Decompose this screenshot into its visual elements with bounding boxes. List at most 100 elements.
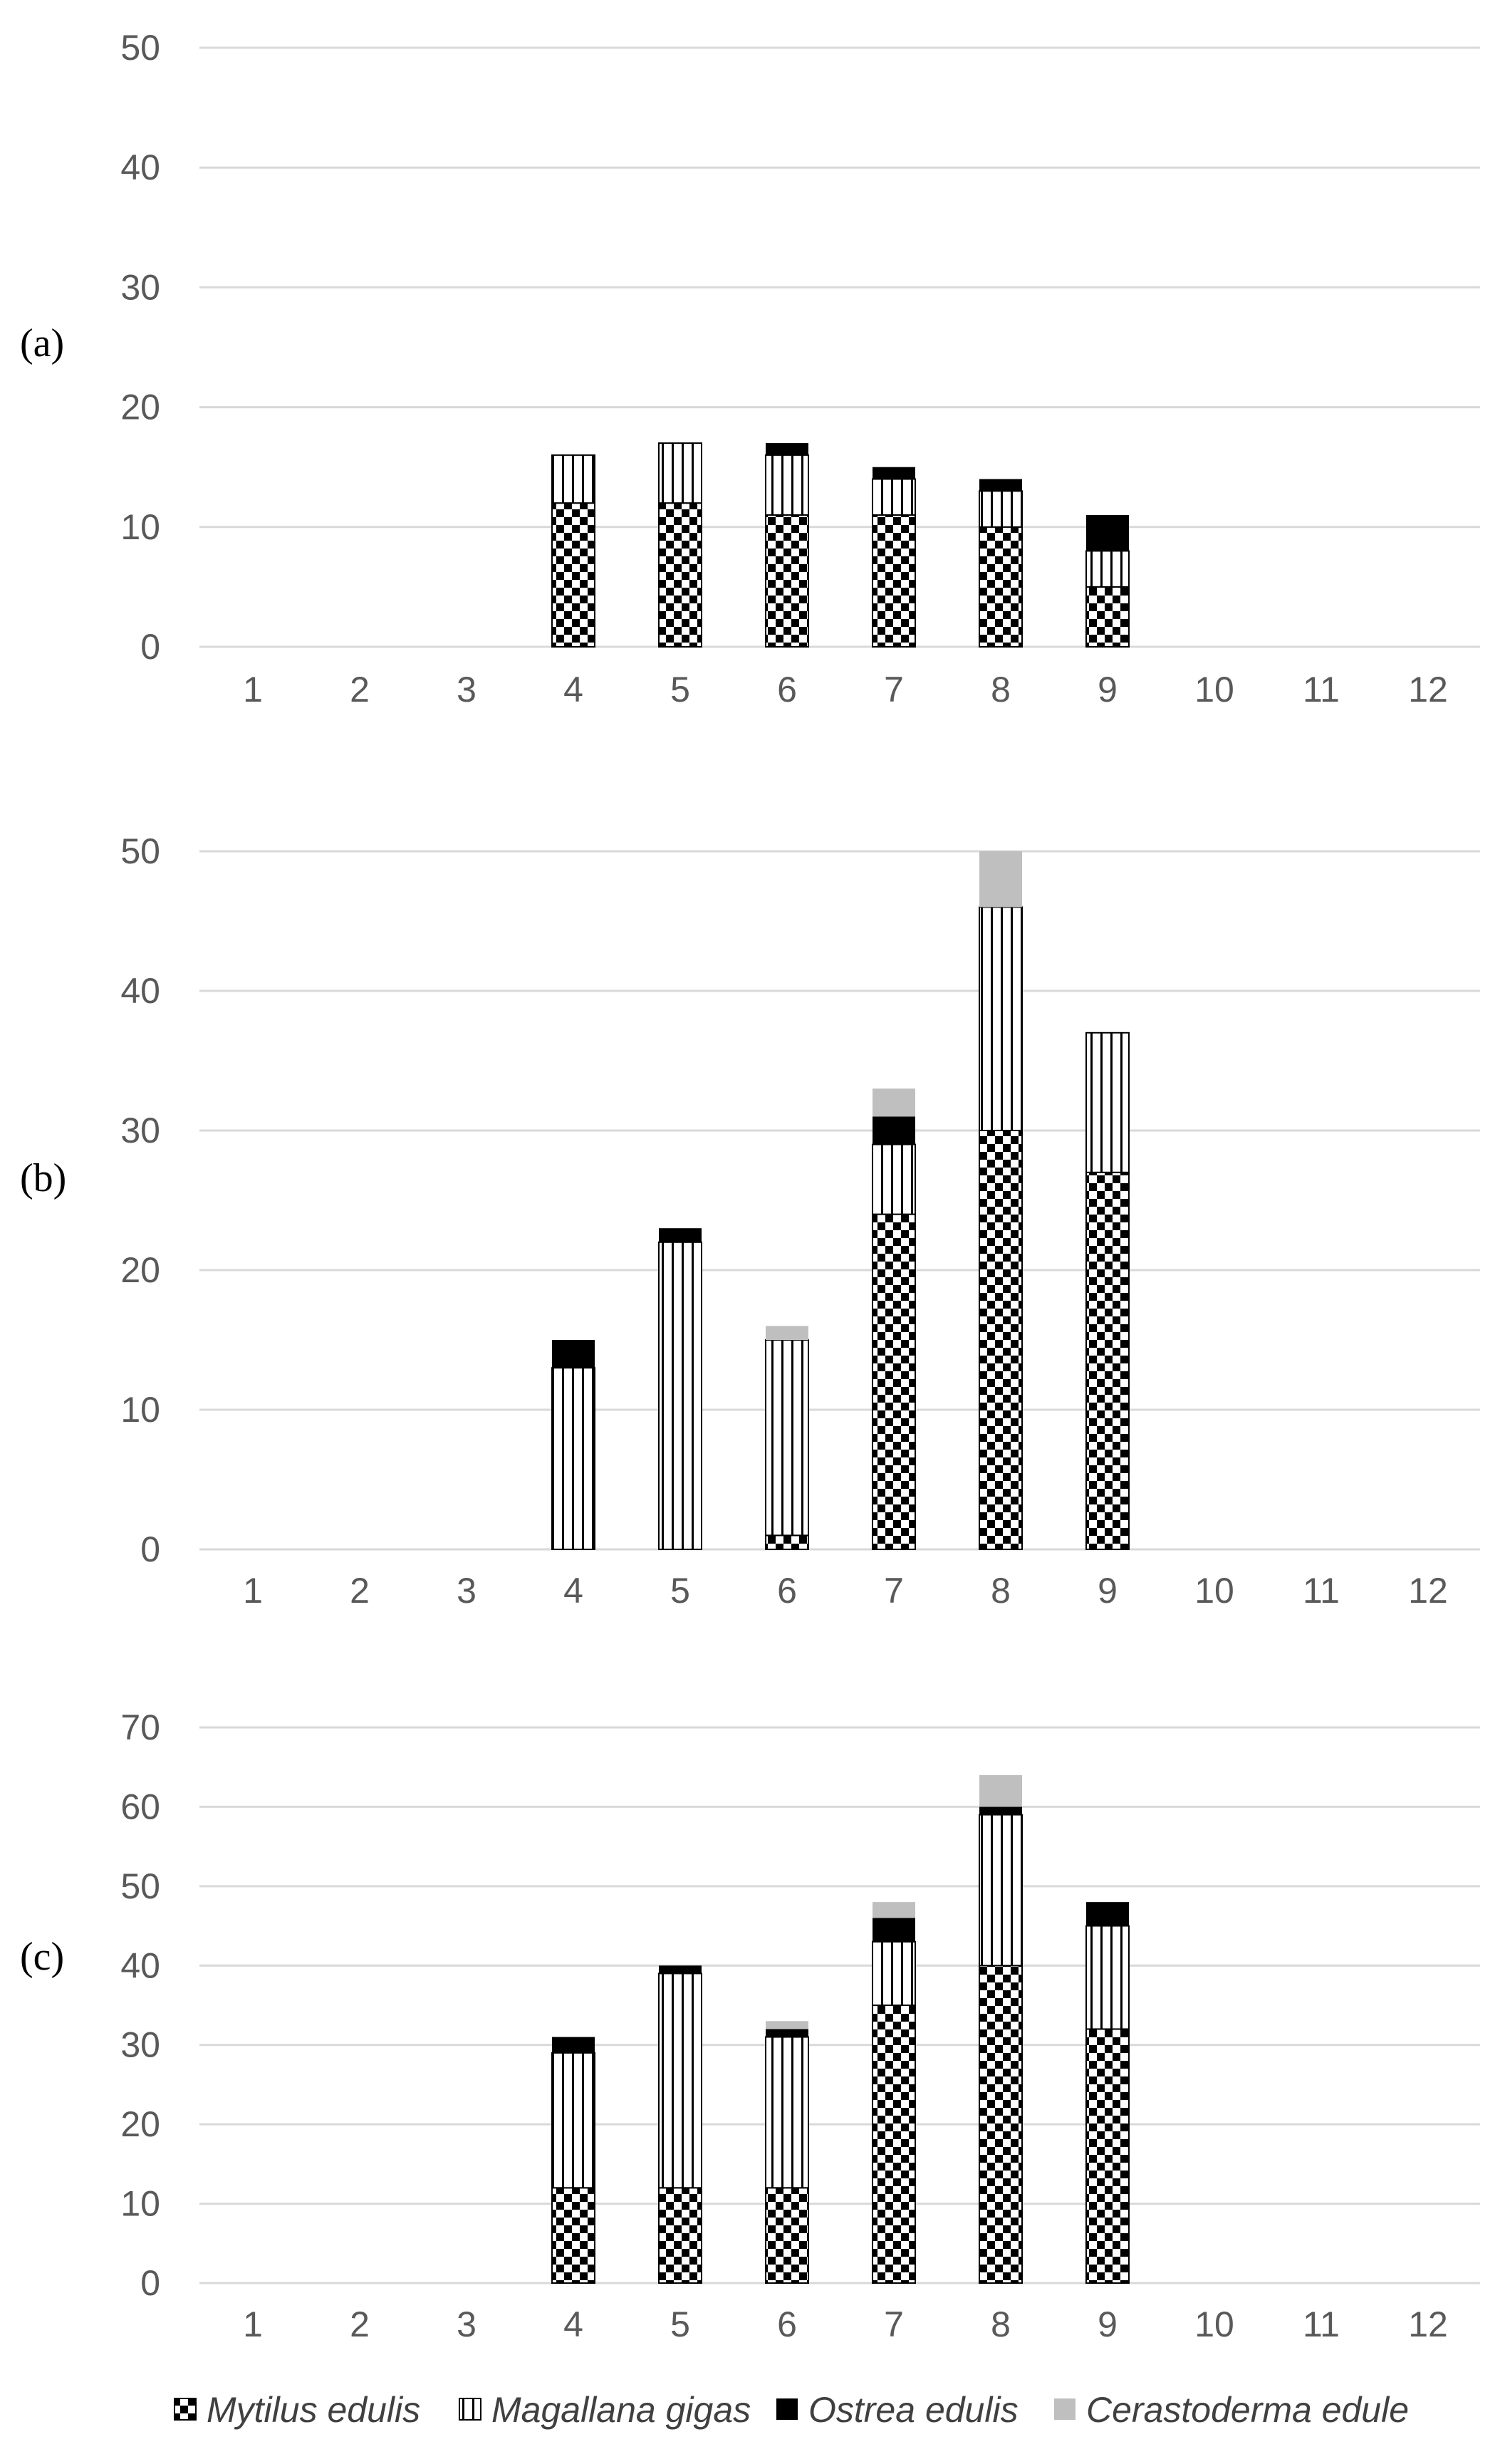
x-tick-label: 3 bbox=[457, 1571, 476, 1611]
bar-segment-mytilus-cat-6 bbox=[766, 2188, 808, 2283]
x-tick-label: 1 bbox=[243, 2304, 263, 2344]
x-tick-label: 5 bbox=[670, 2304, 690, 2344]
x-tick-label: 6 bbox=[777, 670, 797, 709]
bar-segment-ostrea-cat-4 bbox=[552, 2037, 595, 2053]
bar-segment-mytilus-cat-9 bbox=[1086, 1173, 1129, 1549]
bar-segment-magallana-cat-5 bbox=[659, 1973, 702, 2188]
bar-segment-ostrea-cat-4 bbox=[552, 1340, 595, 1368]
y-tick-label: 10 bbox=[120, 1390, 160, 1430]
x-tick-label: 4 bbox=[563, 1571, 583, 1611]
y-tick-label: 0 bbox=[140, 1529, 160, 1569]
x-tick-label: 7 bbox=[884, 1571, 904, 1611]
legend-label-ostrea: Ostrea edulis bbox=[808, 2390, 1019, 2430]
bar-segment-mytilus-cat-4 bbox=[552, 2188, 595, 2283]
x-tick-label: 9 bbox=[1098, 1571, 1118, 1611]
x-tick-label: 2 bbox=[350, 2304, 370, 2344]
x-tick-label: 5 bbox=[670, 670, 690, 709]
legend-label-mytilus: Mytilus edulis bbox=[207, 2390, 420, 2430]
bar-segment-mytilus-cat-7 bbox=[873, 1215, 915, 1549]
bar-segment-magallana-cat-6 bbox=[766, 1340, 808, 1535]
bar-segment-ostrea-cat-5 bbox=[659, 1965, 702, 1973]
y-tick-label: 60 bbox=[120, 1787, 160, 1826]
bar-segment-ostrea-cat-8 bbox=[979, 479, 1022, 492]
x-tick-label: 1 bbox=[243, 670, 263, 709]
x-tick-label: 12 bbox=[1408, 670, 1448, 709]
x-tick-label: 10 bbox=[1194, 1571, 1234, 1611]
x-tick-label: 7 bbox=[884, 670, 904, 709]
x-tick-label: 1 bbox=[243, 1571, 263, 1611]
bar-segment-cerastoderma-cat-8 bbox=[979, 1775, 1022, 1807]
x-tick-label: 9 bbox=[1098, 670, 1118, 709]
x-tick-label: 3 bbox=[457, 670, 476, 709]
bar-segment-mytilus-cat-6 bbox=[766, 515, 808, 647]
bar-segment-magallana-cat-4 bbox=[552, 2053, 595, 2188]
bar-segment-cerastoderma-cat-8 bbox=[979, 851, 1022, 907]
bar-segment-magallana-cat-6 bbox=[766, 455, 808, 515]
x-tick-label: 2 bbox=[350, 1571, 370, 1611]
y-tick-label: 30 bbox=[120, 2025, 160, 2065]
y-tick-label: 30 bbox=[120, 1111, 160, 1150]
y-tick-label: 40 bbox=[120, 971, 160, 1011]
figure: 010203040501 2 3 4 5 6 7 8 9 10 11 12(a)01020304050… bbox=[0, 0, 1500, 2464]
x-tick-label: 10 bbox=[1194, 2304, 1234, 2344]
x-tick-label: 4 bbox=[563, 2304, 583, 2344]
x-tick-label: 6 bbox=[777, 1571, 797, 1611]
bar-segment-cerastoderma-cat-7 bbox=[873, 1902, 915, 1918]
y-tick-label: 20 bbox=[120, 1250, 160, 1290]
bar-segment-ostrea-cat-7 bbox=[873, 1116, 915, 1144]
x-tick-label: 12 bbox=[1408, 2304, 1448, 2344]
bar-segment-magallana-cat-5 bbox=[659, 1242, 702, 1549]
x-tick-label: 11 bbox=[1303, 2304, 1340, 2344]
bar-segment-mytilus-cat-7 bbox=[873, 515, 915, 647]
x-tick-label: 8 bbox=[991, 670, 1011, 709]
y-tick-label: 30 bbox=[120, 267, 160, 307]
x-tick-label: 2 bbox=[350, 670, 370, 709]
legend-label-cerastoderma: Cerastoderma edule bbox=[1086, 2390, 1409, 2430]
bar-segment-ostrea-cat-9 bbox=[1086, 515, 1129, 551]
x-tick-label: 8 bbox=[991, 1571, 1011, 1611]
x-tick-label: 7 bbox=[884, 2304, 904, 2344]
x-tick-label: 10 bbox=[1194, 670, 1234, 709]
panel-label: (c) bbox=[20, 1935, 64, 1979]
bar-segment-magallana-cat-9 bbox=[1086, 551, 1129, 586]
bar-segment-ostrea-cat-7 bbox=[873, 1918, 915, 1941]
y-tick-label: 20 bbox=[120, 388, 160, 427]
bar-segment-magallana-cat-8 bbox=[979, 1815, 1022, 1966]
bar-segment-cerastoderma-cat-7 bbox=[873, 1088, 915, 1116]
x-tick-label: 6 bbox=[777, 2304, 797, 2344]
legend-swatch-cerastoderma bbox=[1054, 2398, 1075, 2420]
y-tick-label: 10 bbox=[120, 2184, 160, 2224]
legend-swatch-magallana bbox=[459, 2398, 481, 2420]
y-tick-label: 50 bbox=[120, 1866, 160, 1906]
legend-label-magallana: Magallana gigas bbox=[491, 2390, 751, 2430]
bar-segment-ostrea-cat-5 bbox=[659, 1228, 702, 1242]
x-tick-label: 8 bbox=[991, 2304, 1011, 2344]
bar-segment-cerastoderma-cat-6 bbox=[766, 2021, 808, 2029]
bar-segment-mytilus-cat-8 bbox=[979, 1130, 1022, 1549]
bar-segment-magallana-cat-6 bbox=[766, 2037, 808, 2188]
bar-segment-ostrea-cat-7 bbox=[873, 467, 915, 479]
x-tick-label: 9 bbox=[1098, 2304, 1118, 2344]
bar-segment-mytilus-cat-5 bbox=[659, 2188, 702, 2283]
bar-segment-magallana-cat-5 bbox=[659, 443, 702, 503]
y-tick-label: 70 bbox=[120, 1707, 160, 1747]
bar-segment-magallana-cat-4 bbox=[552, 1368, 595, 1549]
bar-segment-magallana-cat-9 bbox=[1086, 1033, 1129, 1173]
bar-segment-mytilus-cat-7 bbox=[873, 2005, 915, 2283]
y-tick-label: 10 bbox=[120, 507, 160, 547]
legend-swatch-mytilus bbox=[175, 2398, 196, 2420]
x-tick-label: 4 bbox=[563, 670, 583, 709]
bar-segment-magallana-cat-8 bbox=[979, 907, 1022, 1130]
panel-label: (b) bbox=[20, 1156, 66, 1200]
y-tick-label: 40 bbox=[120, 1945, 160, 1985]
x-tick-label: 5 bbox=[670, 1571, 690, 1611]
legend: Mytilus edulis Magallana gigas Ostrea edul… bbox=[175, 2390, 1409, 2430]
bar-segment-ostrea-cat-6 bbox=[766, 2029, 808, 2037]
bar-segment-mytilus-cat-9 bbox=[1086, 587, 1129, 647]
bar-segment-mytilus-cat-8 bbox=[979, 1965, 1022, 2283]
legend-swatch-ostrea bbox=[776, 2398, 798, 2420]
